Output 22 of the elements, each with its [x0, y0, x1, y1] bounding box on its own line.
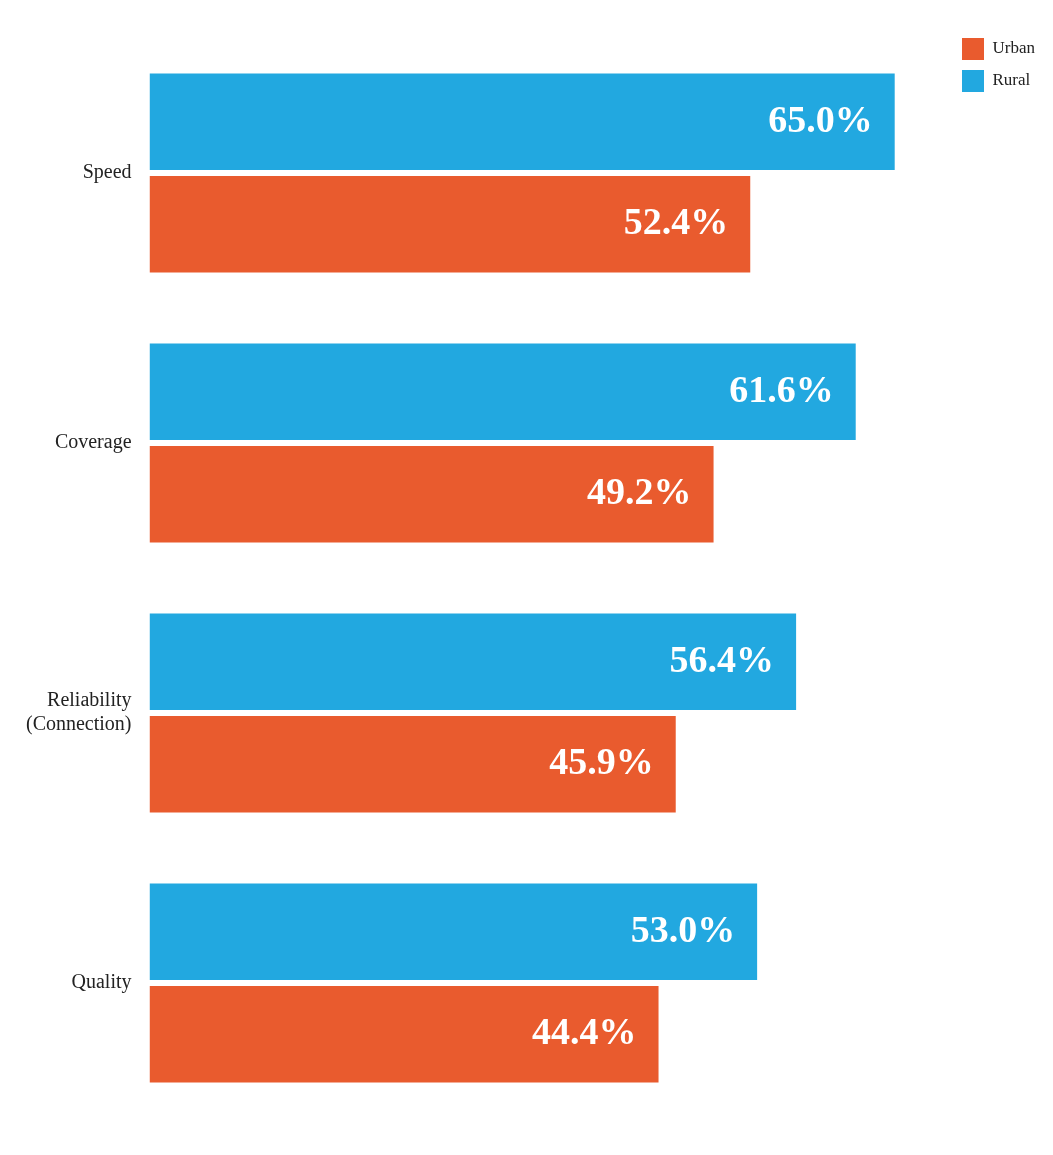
data-label: 61.6%: [729, 367, 834, 410]
y-tick-label: Reliability (Connection): [26, 688, 132, 736]
y-tick-label: Speed: [82, 160, 132, 184]
data-label: 45.9%: [549, 740, 654, 783]
bar: [149, 883, 758, 980]
data-label: 53.0%: [630, 907, 736, 950]
data-label: 56.4%: [669, 637, 775, 680]
data-label: 52.4%: [623, 200, 729, 243]
bar: [149, 73, 895, 170]
bar: [149, 343, 856, 440]
bar: [149, 716, 676, 813]
bar: [149, 176, 751, 273]
y-tick-label: Coverage: [54, 430, 132, 454]
data-label: 49.2%: [587, 470, 692, 513]
bar: [149, 986, 659, 1083]
legend-label: Rural: [992, 70, 1031, 90]
y-tick-label: Quality: [71, 970, 132, 994]
legend-label: Urban: [992, 38, 1036, 58]
data-label: 65.0%: [768, 97, 873, 140]
data-label: 44.4%: [532, 1010, 637, 1053]
bar: [149, 446, 714, 543]
bar: [149, 613, 797, 710]
